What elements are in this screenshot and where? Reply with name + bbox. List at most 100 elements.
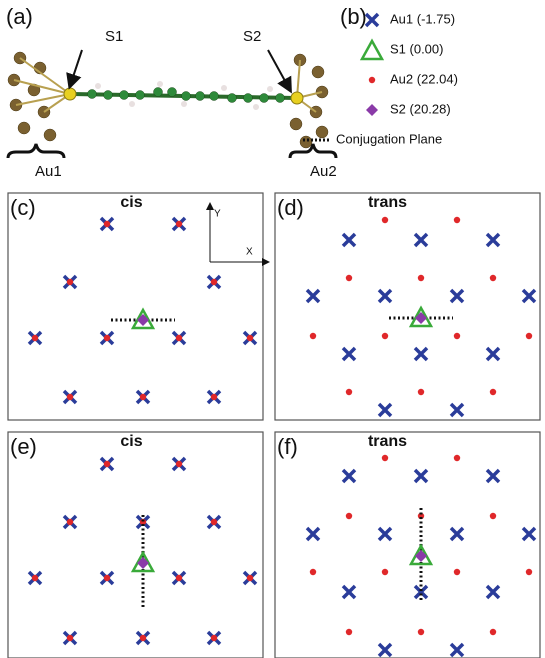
au2-marker	[346, 389, 352, 395]
au1-marker	[415, 470, 427, 482]
panel-title: trans	[368, 433, 407, 450]
au2-marker	[382, 569, 388, 575]
au1-marker	[487, 470, 499, 482]
au2-marker	[490, 629, 496, 635]
au2-marker	[346, 513, 352, 519]
au1-marker	[343, 348, 355, 360]
panel-label: (c)	[10, 195, 36, 220]
s1-marker	[362, 41, 382, 59]
au2-marker	[310, 569, 316, 575]
au1-marker	[451, 644, 463, 656]
au2-marker	[176, 575, 182, 581]
site-label: Au1	[35, 163, 62, 180]
au2-marker	[526, 569, 532, 575]
au1-marker	[415, 586, 427, 598]
au1-marker	[307, 528, 319, 540]
legend-label: S2 (20.28)	[390, 101, 451, 116]
au1-marker	[487, 586, 499, 598]
au2-marker	[176, 335, 182, 341]
site-label: Au2	[310, 163, 337, 180]
panel-frame	[275, 193, 540, 420]
au2-marker	[490, 513, 496, 519]
au2-marker	[32, 575, 38, 581]
panel-frame	[275, 432, 540, 658]
au1-marker	[415, 234, 427, 246]
au2-marker	[490, 275, 496, 281]
au2-marker	[176, 461, 182, 467]
s2-marker	[366, 104, 378, 116]
au2-marker	[490, 389, 496, 395]
au2-marker	[454, 569, 460, 575]
au2-marker	[211, 635, 217, 641]
au1-marker	[343, 470, 355, 482]
au2-marker	[382, 333, 388, 339]
au1-marker	[379, 404, 391, 416]
au1-marker	[451, 290, 463, 302]
lattice-panel: (d) trans	[275, 193, 540, 420]
au2-marker	[247, 575, 253, 581]
au2-marker	[211, 519, 217, 525]
au2-marker	[211, 279, 217, 285]
au2-marker	[247, 335, 253, 341]
au2-marker	[32, 335, 38, 341]
au2-marker	[67, 279, 73, 285]
panel-label: (f)	[277, 434, 298, 459]
au2-marker	[418, 389, 424, 395]
au2-marker	[346, 629, 352, 635]
au2-marker	[454, 217, 460, 223]
panel-label: (e)	[10, 434, 37, 459]
au1-marker	[487, 348, 499, 360]
au2-marker	[104, 221, 110, 227]
panel-frame	[8, 432, 263, 658]
au2-marker	[140, 394, 146, 400]
au1-marker	[379, 644, 391, 656]
panel-title: cis	[120, 433, 142, 450]
legend-label: Au1 (-1.75)	[390, 11, 455, 26]
legend-label: Conjugation Plane	[336, 131, 442, 146]
au2-marker	[418, 629, 424, 635]
au1-marker	[523, 528, 535, 540]
panel-title: trans	[368, 194, 407, 211]
lattice-panel: (c) cis Y X	[8, 193, 268, 420]
au2-marker	[67, 635, 73, 641]
lattice-panel: (f) trans	[275, 432, 540, 658]
au2-marker	[104, 335, 110, 341]
panel-label: (a)	[6, 4, 33, 29]
au2-marker	[104, 575, 110, 581]
au2-marker	[382, 217, 388, 223]
au2-marker	[369, 77, 375, 83]
page: (a) S1 S2 Au1 Au2 (b) Au1 (-1.75)S1 (0.0…	[0, 0, 545, 658]
molecule	[8, 50, 336, 158]
au2-marker	[67, 394, 73, 400]
legend-label: Au2 (22.04)	[390, 71, 458, 86]
site-label: S2	[243, 28, 261, 45]
au2-marker	[140, 635, 146, 641]
axis-label: X	[246, 247, 253, 258]
panel-frame	[8, 193, 263, 420]
au1-marker	[415, 348, 427, 360]
lattice-panel: (e) cis	[8, 432, 263, 658]
au2-marker	[526, 333, 532, 339]
au1-marker	[451, 528, 463, 540]
au1-marker	[343, 234, 355, 246]
legend-label: S1 (0.00)	[390, 41, 443, 56]
au1-marker	[379, 290, 391, 302]
panel-label: (d)	[277, 195, 304, 220]
au2-marker	[104, 461, 110, 467]
au1-marker	[343, 586, 355, 598]
figure: (a) S1 S2 Au1 Au2 (b) Au1 (-1.75)S1 (0.0…	[0, 0, 545, 658]
legend: Au1 (-1.75) S1 (0.00) Au2 (22.04) S2 (20.28…	[303, 11, 458, 146]
panel-title: cis	[120, 194, 142, 211]
au2-marker	[176, 221, 182, 227]
au2-marker	[346, 275, 352, 281]
au2-marker	[418, 275, 424, 281]
au1-marker	[487, 234, 499, 246]
au2-marker	[454, 455, 460, 461]
axis-label: Y	[214, 209, 221, 220]
site-label: S1	[105, 28, 123, 45]
au1-marker	[523, 290, 535, 302]
au2-marker	[211, 394, 217, 400]
au2-marker	[67, 519, 73, 525]
au1-marker	[379, 528, 391, 540]
au2-marker	[382, 455, 388, 461]
